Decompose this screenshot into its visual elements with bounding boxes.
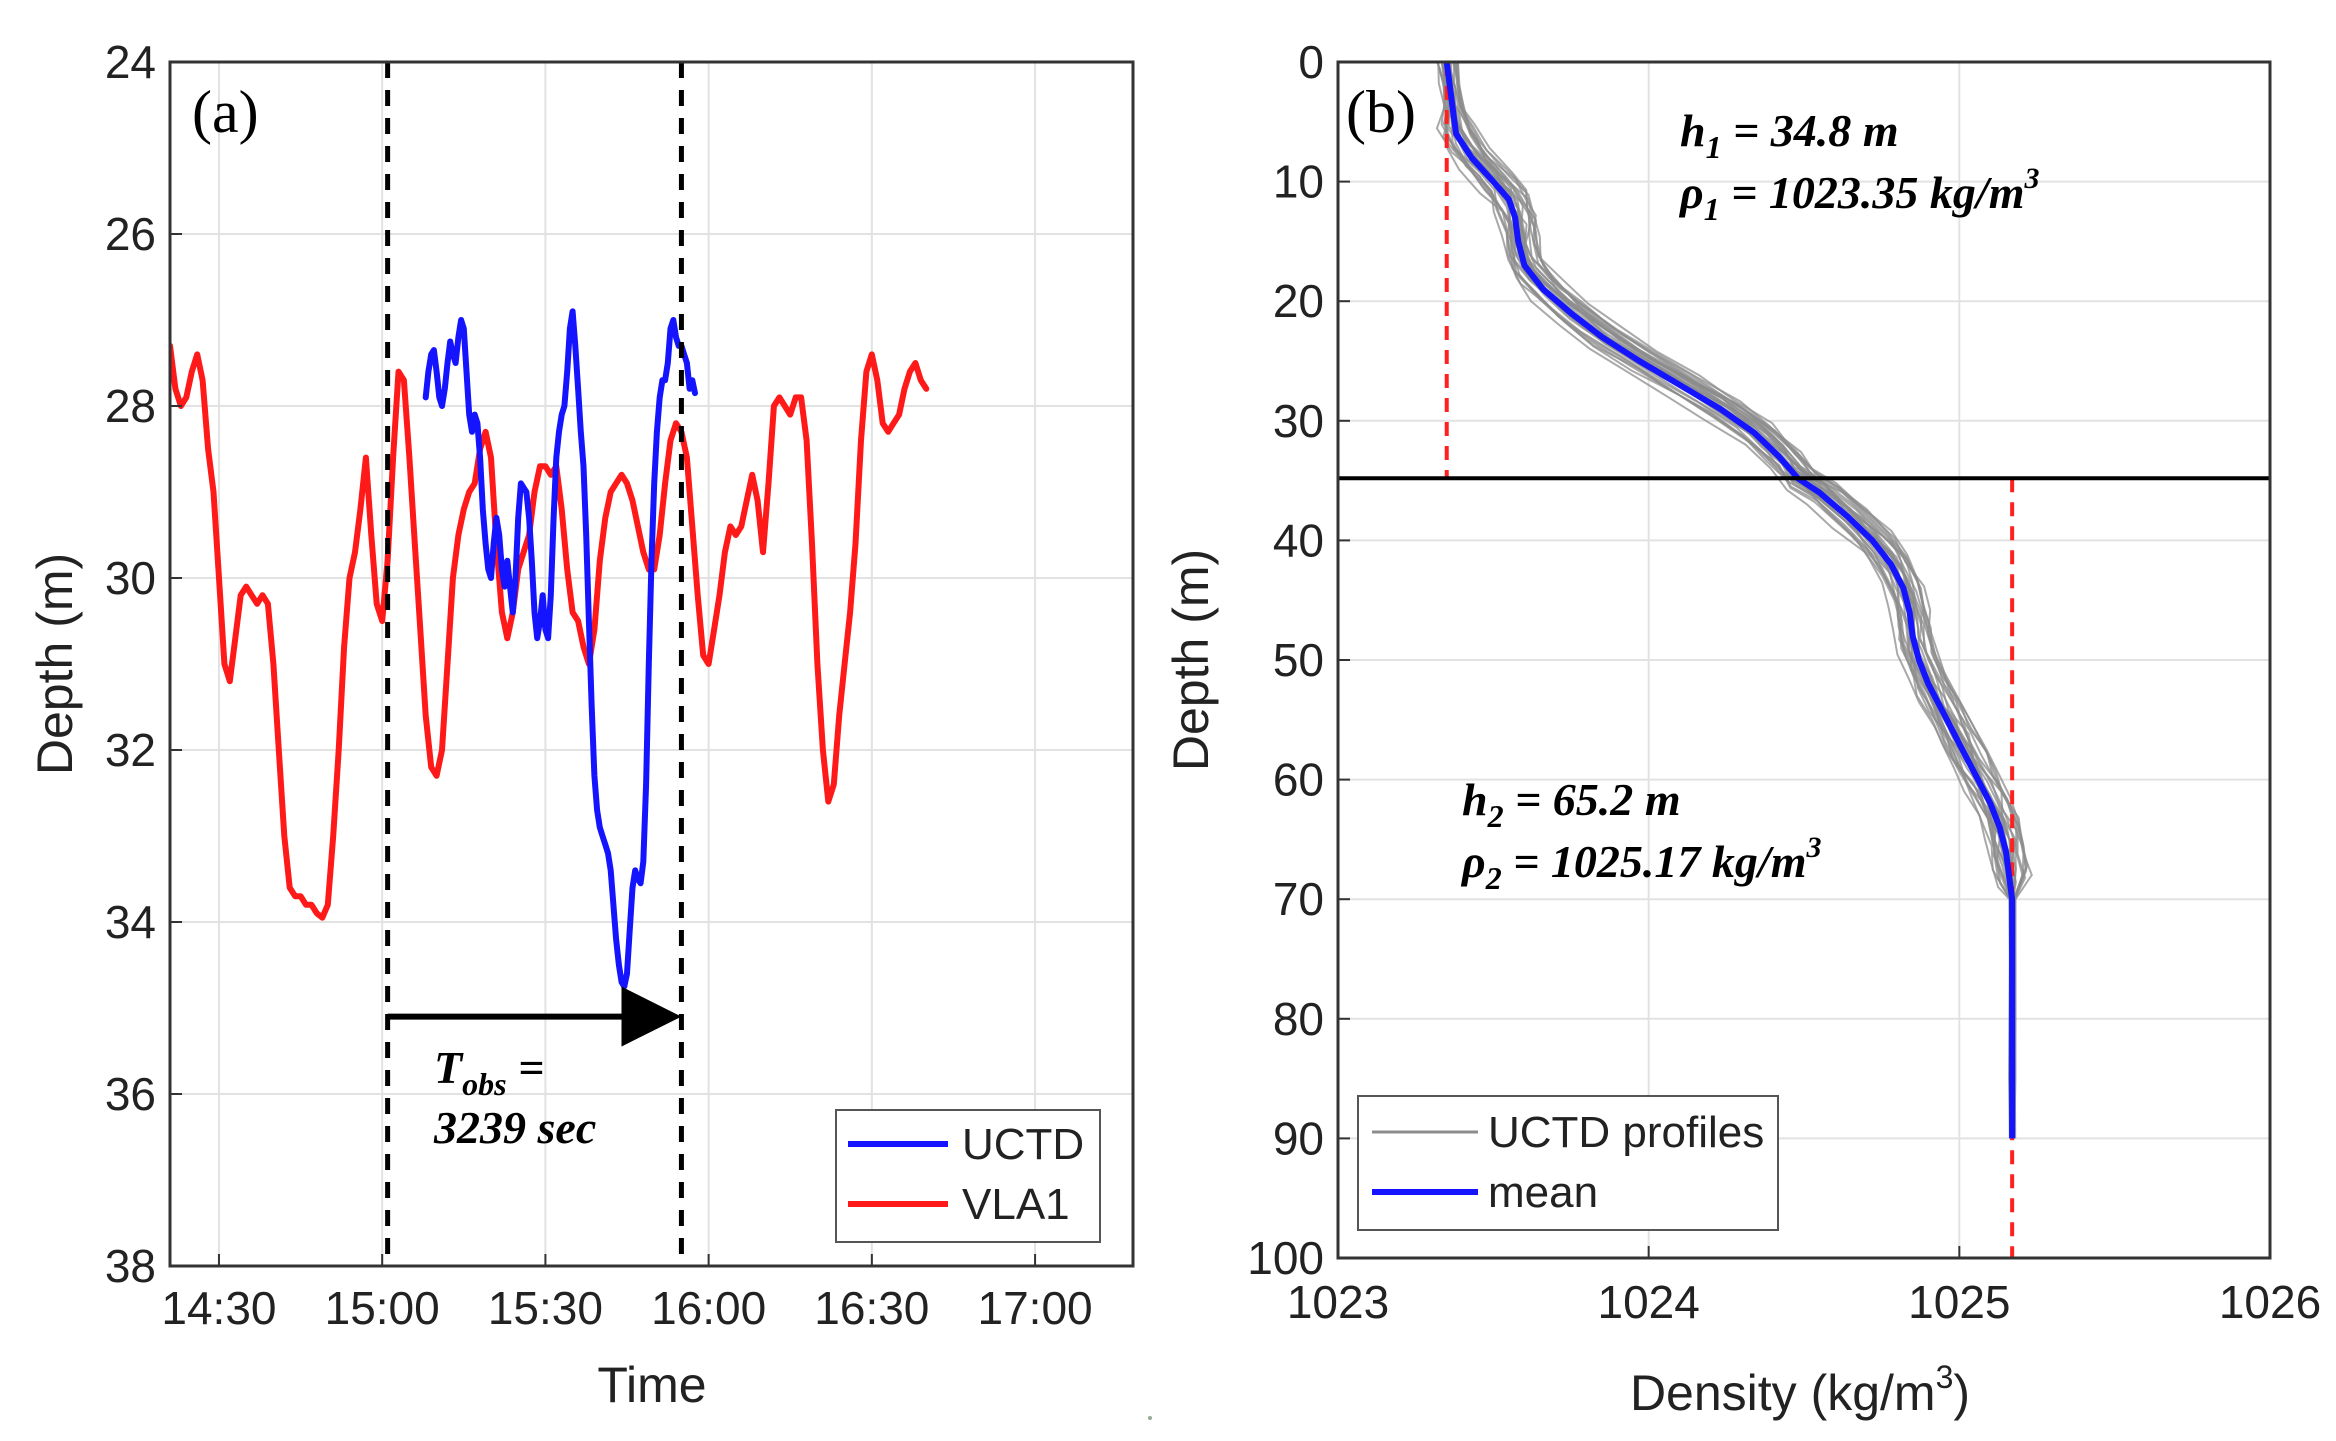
- panel-a-y-tick-label: 32: [105, 724, 156, 776]
- uctd-profile-line: [1442, 65, 2013, 1139]
- panel-a-legend: UCTD VLA1: [835, 1109, 1101, 1243]
- panel-b-y-tick-label: 70: [1273, 873, 1324, 925]
- annotation-rho1: ρ1 = 1023.35 kg/m3: [1678, 162, 2039, 227]
- panel-a-ticks: 14:30 15:00 15:30 16:00 16:30 17:00 24 26 28 30 32…: [105, 36, 1093, 1334]
- panel-b-y-tick-label: 90: [1273, 1112, 1324, 1164]
- panel-a-y-tick-label: 34: [105, 896, 156, 948]
- uctd-profile-line: [1436, 62, 2012, 1138]
- panel-a-annotation-line1: Tobs =: [434, 1042, 544, 1102]
- panel-b-density-profile: 1023 1024 1025 1026 0 10 20 30 40 50 60 70 80 90 100 (…: [1163, 36, 2321, 1421]
- annotation-h1: h1 = 34.8 m: [1680, 105, 1899, 165]
- panel-b-legend-box: [1357, 1095, 1779, 1231]
- panel-a-x-tick-label: 16:30: [814, 1282, 929, 1334]
- panel-a-y-tick-label: 26: [105, 208, 156, 260]
- panel-b-y-tick-label: 10: [1273, 156, 1324, 208]
- panel-b-mean-profile: [1443, 62, 2016, 1139]
- legend-vla1-label: VLA1: [962, 1180, 1070, 1229]
- series-line-vla1: [170, 342, 930, 921]
- panel-b-y-tick-label: 30: [1273, 395, 1324, 447]
- legend-profiles-label: UCTD profiles: [1488, 1108, 1764, 1157]
- panel-b-x-tick-label: 1024: [1597, 1276, 1699, 1328]
- panel-b-y-tick-label: 20: [1273, 275, 1324, 327]
- legend-mean-label: mean: [1488, 1168, 1598, 1217]
- panel-b-y-tick-label: 80: [1273, 993, 1324, 1045]
- panel-a-y-tick-label: 38: [105, 1240, 156, 1292]
- panel-a-axes-frame: [168, 60, 1135, 1268]
- panel-b-ticks: 1023 1024 1025 1026 0 10 20 30 40 50 60 70 80 90 100: [1247, 36, 2321, 1328]
- uctd-profile-line: [1435, 62, 2011, 1138]
- panel-b-x-tick-label: 1023: [1287, 1276, 1389, 1328]
- panel-a-y-tick-label: 30: [105, 552, 156, 604]
- panel-b-y-axis-label: Depth (m): [1163, 549, 1219, 771]
- panel-a-annotation-line2: 3239 sec: [433, 1102, 596, 1153]
- tobs-subscript: obs: [462, 1066, 506, 1102]
- tobs-equals: =: [507, 1042, 545, 1093]
- panel-b-legend: UCTD profiles mean: [1357, 1095, 1779, 1231]
- panel-b-y-tick-label: 0: [1298, 36, 1324, 88]
- uctd-profile-line: [1454, 62, 2033, 1139]
- panel-a-x-tick-label: 17:00: [978, 1282, 1093, 1334]
- uctd-profile-line: [1438, 67, 2013, 1139]
- uctd-profile-line: [1448, 62, 2017, 1138]
- tobs-symbol: T: [434, 1042, 464, 1093]
- panel-a-y-tick-label: 28: [105, 380, 156, 432]
- panel-a-x-tick-label: 16:00: [651, 1282, 766, 1334]
- panel-a-legend-box: [835, 1109, 1101, 1243]
- uctd-profile-line: [1442, 63, 2013, 1139]
- panel-b-x-axis-label: Density (kg/m3): [1630, 1359, 1970, 1421]
- annotation-rho2: ρ2 = 1025.17 kg/m3: [1460, 831, 1821, 896]
- panel-a-x-tick-label: 15:30: [488, 1282, 603, 1334]
- panel-b-x-tick-label: 1026: [2219, 1276, 2321, 1328]
- uctd-profile-line: [1453, 62, 2025, 1139]
- panel-a-depth-time: 14:30 15:00 15:30 16:00 16:30 17:00 24 26 28 30 32…: [27, 36, 1135, 1413]
- legend-uctd-label: UCTD: [962, 1120, 1084, 1169]
- panel-a-x-tick-label: 14:30: [161, 1282, 276, 1334]
- annotation-h2: h2 = 65.2 m: [1462, 774, 1681, 834]
- panel-b-label: (b): [1346, 79, 1416, 145]
- panel-a-label: (a): [192, 79, 259, 145]
- panel-b-y-tick-label: 50: [1273, 634, 1324, 686]
- panel-a-observation-window: [385, 62, 684, 1266]
- mean-profile-line: [1443, 62, 2016, 1139]
- panel-a-y-axis-label: Depth (m): [27, 553, 83, 775]
- panel-b-y-tick-label: 60: [1273, 754, 1324, 806]
- panel-b-y-tick-label: 40: [1273, 514, 1324, 566]
- panel-a-y-tick-label: 24: [105, 36, 156, 88]
- panel-a-series: [170, 308, 930, 990]
- panel-b-y-tick-label: 100: [1247, 1232, 1324, 1284]
- panel-b-x-tick-label: 1025: [1908, 1276, 2010, 1328]
- panel-a-x-tick-label: 15:00: [325, 1282, 440, 1334]
- decorative-dot: [1148, 1416, 1152, 1420]
- panel-a-x-axis-label: Time: [597, 1357, 706, 1413]
- series-line-uctd: [422, 308, 698, 990]
- panel-a-y-tick-label: 36: [105, 1068, 156, 1120]
